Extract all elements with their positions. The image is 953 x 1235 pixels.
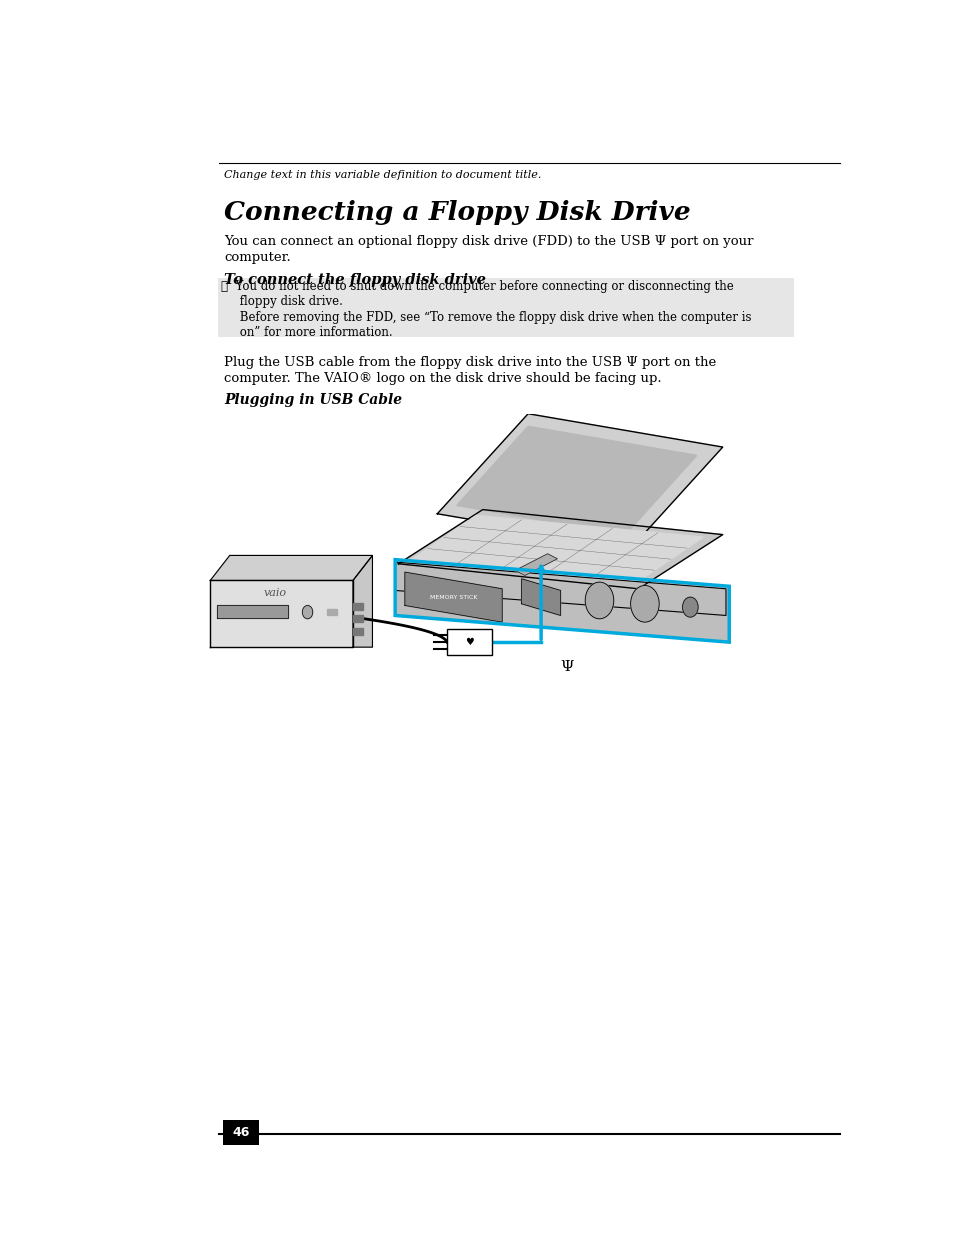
Polygon shape [404, 572, 501, 622]
Polygon shape [521, 579, 560, 615]
Text: 46: 46 [232, 1126, 250, 1139]
Text: ♥: ♥ [465, 637, 474, 647]
Polygon shape [353, 627, 362, 635]
Polygon shape [395, 559, 728, 642]
Text: Plugging in USB Cable: Plugging in USB Cable [224, 393, 402, 406]
Text: vaio: vaio [263, 588, 287, 598]
Text: Connecting a Floppy Disk Drive: Connecting a Floppy Disk Drive [224, 200, 690, 225]
Text: To connect the floppy disk drive: To connect the floppy disk drive [224, 273, 486, 287]
Polygon shape [515, 553, 557, 576]
Text: MEMORY STICK: MEMORY STICK [430, 594, 476, 600]
Text: on” for more information.: on” for more information. [221, 326, 393, 340]
Polygon shape [216, 605, 288, 618]
Circle shape [302, 605, 313, 619]
Polygon shape [210, 580, 353, 647]
Bar [217, 278, 793, 337]
Polygon shape [327, 609, 336, 615]
Bar [223, 1120, 258, 1145]
Polygon shape [395, 562, 725, 615]
Polygon shape [411, 515, 702, 582]
Bar [447, 629, 492, 656]
Polygon shape [398, 510, 722, 589]
Text: floppy disk drive.: floppy disk drive. [221, 295, 343, 309]
Polygon shape [353, 603, 362, 610]
Text: Change text in this variable definition to document title.: Change text in this variable definition … [224, 170, 541, 180]
Text: Before removing the FDD, see “To remove the floppy disk drive when the computer : Before removing the FDD, see “To remove … [221, 311, 751, 325]
Text: computer. The VAIO® logo on the disk drive should be facing up.: computer. The VAIO® logo on the disk dri… [224, 372, 661, 385]
Circle shape [630, 585, 659, 622]
Text: Ψ: Ψ [560, 659, 574, 673]
Polygon shape [353, 556, 372, 647]
Polygon shape [210, 556, 372, 580]
Text: computer.: computer. [224, 251, 291, 264]
Circle shape [681, 597, 698, 618]
Polygon shape [353, 615, 362, 622]
Text: Plug the USB cable from the floppy disk drive into the USB Ψ port on the: Plug the USB cable from the floppy disk … [224, 356, 716, 369]
Circle shape [584, 582, 613, 619]
Polygon shape [456, 426, 696, 535]
Text: ✒  You do not need to shut down the computer before connecting or disconnecting : ✒ You do not need to shut down the compu… [221, 280, 733, 294]
Polygon shape [436, 414, 722, 547]
Text: You can connect an optional floppy disk drive (FDD) to the USB Ψ port on your: You can connect an optional floppy disk … [224, 235, 753, 248]
